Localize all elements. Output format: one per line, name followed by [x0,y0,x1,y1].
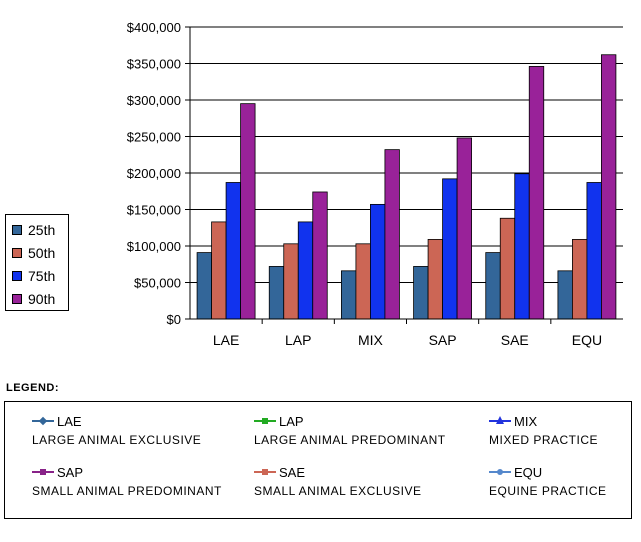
x-tick-label: LAE [213,332,239,348]
legend-item-sae: SAE SMALL ANIMAL EXCLUSIVE [254,463,422,498]
x-tick-label: MIX [358,332,384,348]
bar-mix-90th [384,149,400,320]
bar-sap-25th [413,266,429,320]
bar-equ-90th [601,54,617,320]
legend-box: LAE LARGE ANIMAL EXCLUSIVE LAP LARGE ANIMAL… [4,401,632,519]
bar-lae-25th [196,252,212,320]
bar-lap-50th [283,243,299,320]
series-swatch [12,224,22,235]
square-marker-icon [254,467,276,477]
legend-item-equ: EQU EQUINE PRACTICE [489,463,607,498]
gridlines [185,26,623,324]
bar-sae-75th [514,173,530,320]
bar-sap-75th [442,178,458,320]
bar-equ-25th [557,270,573,320]
bar-sae-50th [499,217,516,320]
x-tick-label: SAE [501,332,529,348]
legend-description: SMALL ANIMAL PREDOMINANT [32,484,222,498]
y-tick-label: $200,000 [127,166,181,181]
triangle-marker-icon [489,416,511,426]
square-marker-icon [32,467,54,477]
legend-code: LAE [57,413,82,429]
series-legend-item: 50th [12,241,68,264]
bar-lae-50th [211,221,227,320]
series-swatch [12,293,22,304]
axes [189,27,623,320]
legend-item-lap: LAP LARGE ANIMAL PREDOMINANT [254,412,446,447]
series-legend-item: 75th [12,264,68,287]
bar-equ-75th [586,182,602,320]
y-tick-label: $300,000 [127,93,181,108]
legend-description: EQUINE PRACTICE [489,484,607,498]
bar-sap-50th [427,239,443,320]
series-legend: 25th 50th 75th 90th [5,214,69,311]
diamond-marker-icon [32,416,54,426]
bar-equ-50th [572,239,588,320]
legend-description: LARGE ANIMAL EXCLUSIVE [32,433,202,447]
series-legend-label: 75th [28,267,56,284]
y-tick-label: $150,000 [127,203,181,218]
y-tick-label: $100,000 [127,239,181,254]
legend-code: MIX [514,413,538,429]
y-tick-label: $400,000 [127,20,181,35]
x-tick-label: SAP [429,332,457,348]
bar-lae-90th [240,103,256,320]
series-swatch [12,270,22,281]
legend-code: EQU [514,464,543,480]
legend-description: LARGE ANIMAL PREDOMINANT [254,433,446,447]
series-legend-label: 50th [28,244,56,261]
bar-mix-25th [341,270,357,320]
bar-mix-50th [355,243,371,320]
x-tick-labels: LAE LAP MIX SAP SAE EQU [213,332,602,348]
legend-heading: LEGEND: [6,382,59,394]
square-marker-icon [254,416,276,426]
series-legend-label: 90th [28,290,56,307]
x-tick-label: LAP [285,332,311,348]
y-tick-label: $350,000 [127,57,181,72]
legend-item-lae: LAE LARGE ANIMAL EXCLUSIVE [32,412,201,447]
circle-marker-icon [489,467,511,477]
y-tick-label: $250,000 [127,130,181,145]
bar-lap-25th [268,266,285,320]
bar-sae-25th [485,252,501,320]
bars [196,54,617,320]
series-legend-label: 25th [28,221,56,238]
bar-lap-90th [312,191,328,320]
y-tick-label: $0 [167,312,181,327]
x-tick-label: EQU [572,332,602,348]
legend-code: SAP [57,464,84,480]
series-swatch [12,247,22,258]
legend-item-mix: MIX MIXED PRACTICE [489,412,598,447]
bar-sap-90th [456,137,472,320]
bar-chart: $0 $50,000 $100,000 $150,000 $200,000 $250,00… [127,20,623,348]
bar-lae-75th [225,182,241,320]
bar-sae-90th [528,66,545,320]
legend-description: MIXED PRACTICE [489,433,599,447]
legend-code: SAE [279,464,306,480]
series-legend-item: 25th [12,218,68,241]
y-tick-label: $50,000 [134,276,181,291]
y-tick-labels: $0 $50,000 $100,000 $150,000 $200,000 $250,00… [127,20,181,327]
bar-lap-75th [297,221,314,320]
legend-item-sap: SAP SMALL ANIMAL PREDOMINANT [32,463,222,498]
series-legend-item: 90th [12,287,68,310]
legend-description: SMALL ANIMAL EXCLUSIVE [254,484,422,498]
bar-mix-75th [370,203,386,320]
legend-code: LAP [279,413,304,429]
